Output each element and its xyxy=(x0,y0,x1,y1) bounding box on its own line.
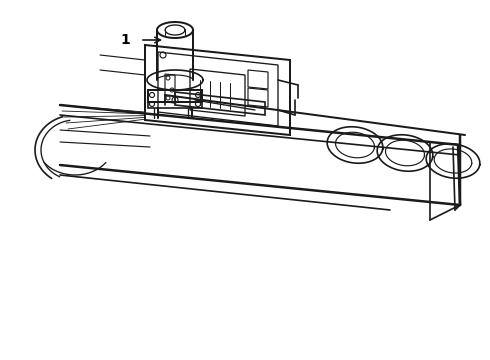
Text: 1: 1 xyxy=(120,33,130,47)
